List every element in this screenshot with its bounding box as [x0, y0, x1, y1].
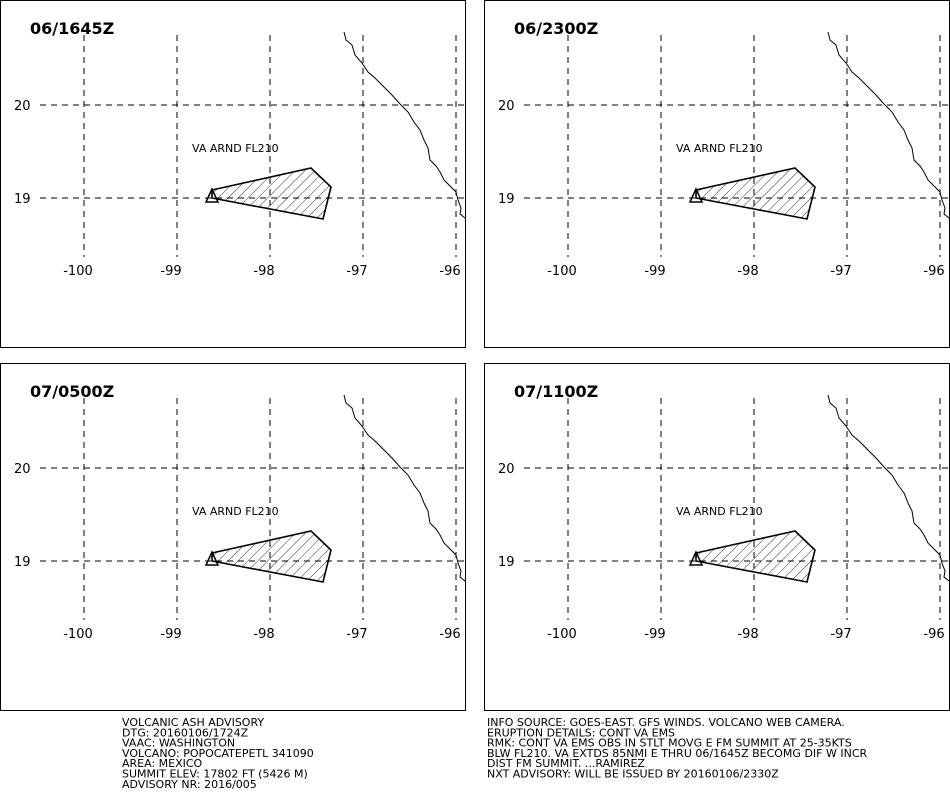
latitude-label: 19: [14, 555, 31, 570]
advisory-remarks: ERUPTION DETAILS: CONT VA EMS: [487, 726, 675, 739]
longitude-label: -100: [63, 264, 93, 279]
forecast-time: 07/0500Z: [30, 382, 114, 401]
latitude-label: 19: [14, 192, 31, 207]
advisory-info: SUMMIT ELEV: 17802 FT (5426 M): [122, 768, 308, 781]
longitude-label: -96: [439, 627, 460, 642]
ash-annotation: VA ARND FL210: [676, 142, 763, 155]
longitude-label: -96: [923, 264, 944, 279]
longitude-label: -98: [253, 264, 274, 279]
advisory-remarks: NXT ADVISORY: WILL BE ISSUED BY 20160106…: [487, 768, 779, 781]
ash-cloud: [211, 167, 332, 220]
forecast-time: 06/1645Z: [30, 19, 114, 38]
map-panel: 20 19 -100 -99 -98 -97 -96 07/0500Z VA ARND FL21…: [0, 363, 466, 711]
advisory-info: DTG: 20160106/1724Z: [122, 726, 249, 739]
longitude-label: -97: [346, 264, 367, 279]
longitude-label: -99: [160, 627, 181, 642]
longitude-label: -97: [346, 627, 367, 642]
longitude-label: -97: [830, 264, 851, 279]
panel-frame: [484, 0, 950, 348]
volcano-symbol: [688, 550, 704, 566]
volcano-symbol: [204, 187, 220, 203]
advisory-remarks: RMK: CONT VA EMS OBS IN STLT MOVG E FM S…: [487, 737, 852, 750]
advisory-remarks: INFO SOURCE: GOES-EAST. GFS WINDS. VOLCA…: [487, 716, 845, 729]
longitude-label: -100: [547, 264, 577, 279]
longitude-label: -100: [547, 627, 577, 642]
longitude-label: -98: [737, 627, 758, 642]
latitude-label: 20: [498, 462, 515, 477]
map-panel: 20 19 -100 -99 -98 -97 -96 07/1100Z VA ARND FL21…: [484, 363, 950, 711]
advisory-info: VAAC: WASHINGTON: [122, 737, 235, 750]
advisory-remarks: BLW FL210. VA EXTDS 85NMI E THRU 06/1645…: [487, 747, 868, 760]
advisory-remarks: DIST FM SUMMIT. ...RAMIREZ: [487, 757, 645, 770]
advisory-info: VOLCANO: POPOCATEPETL 341090: [122, 747, 314, 760]
coastline: [343, 394, 466, 582]
latitude-label: 19: [498, 192, 515, 207]
longitude-label: -98: [253, 627, 274, 642]
longitude-label: -98: [737, 264, 758, 279]
coastline: [827, 394, 950, 582]
longitude-label: -100: [63, 627, 93, 642]
latitude-label: 20: [14, 99, 31, 114]
forecast-time: 07/1100Z: [514, 382, 598, 401]
ash-cloud: [211, 530, 332, 583]
advisory-info: AREA: MEXICO: [122, 757, 203, 770]
latitude-label: 19: [498, 555, 515, 570]
panel-frame: [0, 0, 466, 348]
latitude-label: 20: [14, 462, 31, 477]
longitude-label: -96: [923, 627, 944, 642]
latitude-label: 20: [498, 99, 515, 114]
ash-cloud: [695, 530, 816, 583]
map-panel: 20 19 -100 -99 -98 -97 -96 06/1645Z VA ARND FL21…: [0, 0, 466, 348]
ash-annotation: VA ARND FL210: [192, 505, 279, 518]
panel-frame: [484, 363, 950, 711]
forecast-time: 06/2300Z: [514, 19, 598, 38]
longitude-label: -99: [160, 264, 181, 279]
ash-annotation: VA ARND FL210: [676, 505, 763, 518]
ash-cloud: [695, 167, 816, 220]
volcano-symbol: [688, 187, 704, 203]
ash-annotation: VA ARND FL210: [192, 142, 279, 155]
longitude-label: -99: [644, 627, 665, 642]
longitude-label: -96: [439, 264, 460, 279]
panel-frame: [0, 363, 466, 711]
volcano-symbol: [204, 550, 220, 566]
coastline: [343, 31, 466, 219]
advisory-info: ADVISORY NR: 2016/005: [122, 778, 257, 791]
map-panel: 20 19 -100 -99 -98 -97 -96 06/2300Z VA ARND FL21…: [484, 0, 950, 348]
longitude-label: -99: [644, 264, 665, 279]
longitude-label: -97: [830, 627, 851, 642]
coastline: [827, 31, 950, 219]
advisory-info: VOLCANIC ASH ADVISORY: [122, 716, 264, 729]
